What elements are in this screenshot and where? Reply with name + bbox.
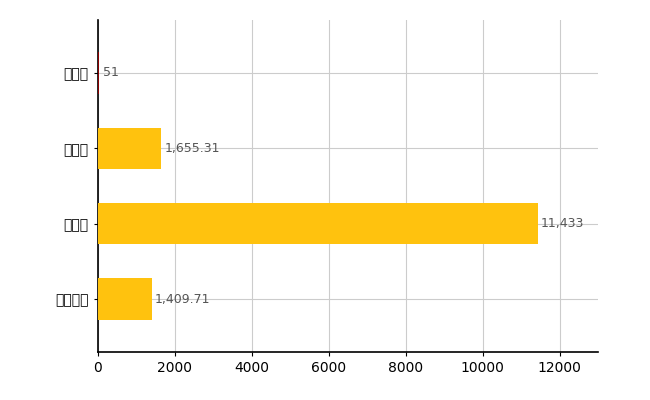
- Bar: [98, 278, 151, 320]
- Text: 1,655.31: 1,655.31: [164, 142, 220, 155]
- Bar: [98, 128, 161, 169]
- Text: 51: 51: [103, 66, 118, 79]
- Text: 11,433: 11,433: [541, 217, 584, 230]
- Text: 1,409.71: 1,409.71: [155, 293, 211, 306]
- Bar: [98, 52, 99, 94]
- Bar: [98, 203, 538, 244]
